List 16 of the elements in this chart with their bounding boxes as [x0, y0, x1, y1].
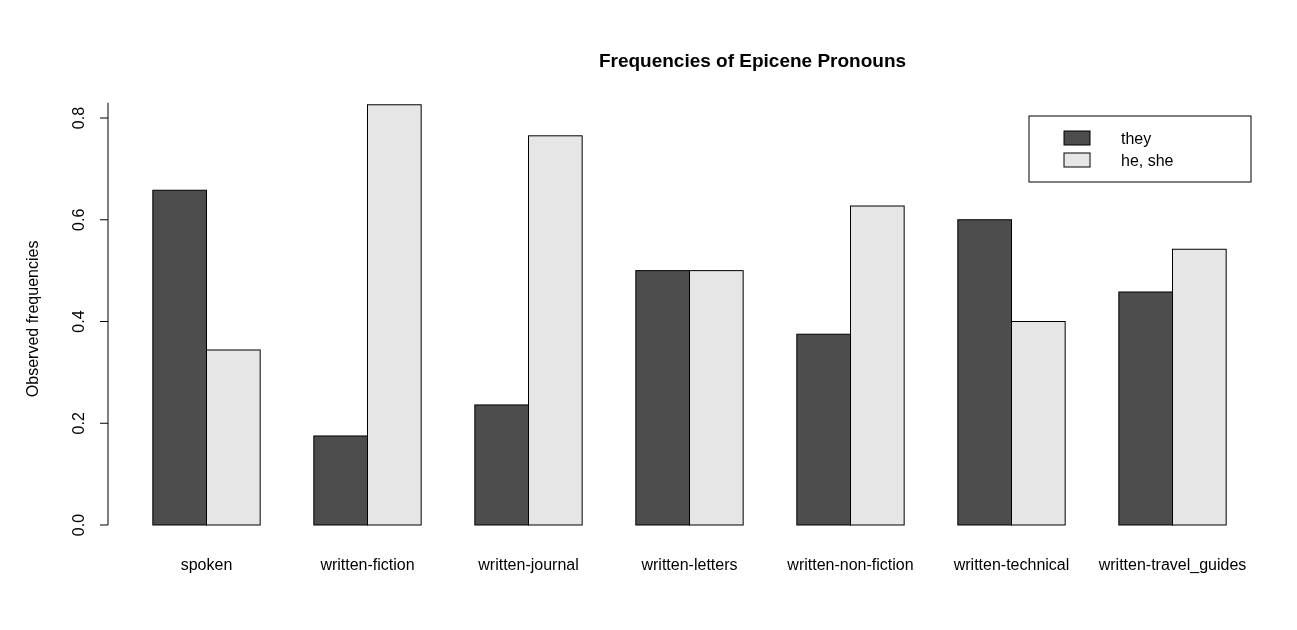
x-tick-label: written-letters: [640, 556, 738, 573]
y-tick-label: 0.8: [70, 106, 87, 130]
x-tick-label: spoken: [180, 556, 233, 573]
legend-label: he, she: [1121, 152, 1174, 169]
y-axis-title: Observed frequencies: [24, 240, 41, 398]
x-tick-label: written-journal: [477, 556, 579, 573]
chart-title: Frequencies of Epicene Pronouns: [598, 50, 907, 71]
y-tick-label: 0.0: [70, 513, 87, 537]
y-tick-label: 0.4: [70, 310, 87, 333]
x-tick-label: written-fiction: [319, 556, 415, 573]
y-tick-label: 0.2: [70, 412, 87, 435]
x-tick-label: written-travel_guides: [1097, 556, 1247, 574]
y-tick-label: 0.6: [70, 208, 87, 231]
x-tick-label: written-non-fiction: [786, 556, 914, 573]
legend-label: they: [1121, 130, 1152, 147]
x-tick-label: written-technical: [952, 556, 1070, 573]
